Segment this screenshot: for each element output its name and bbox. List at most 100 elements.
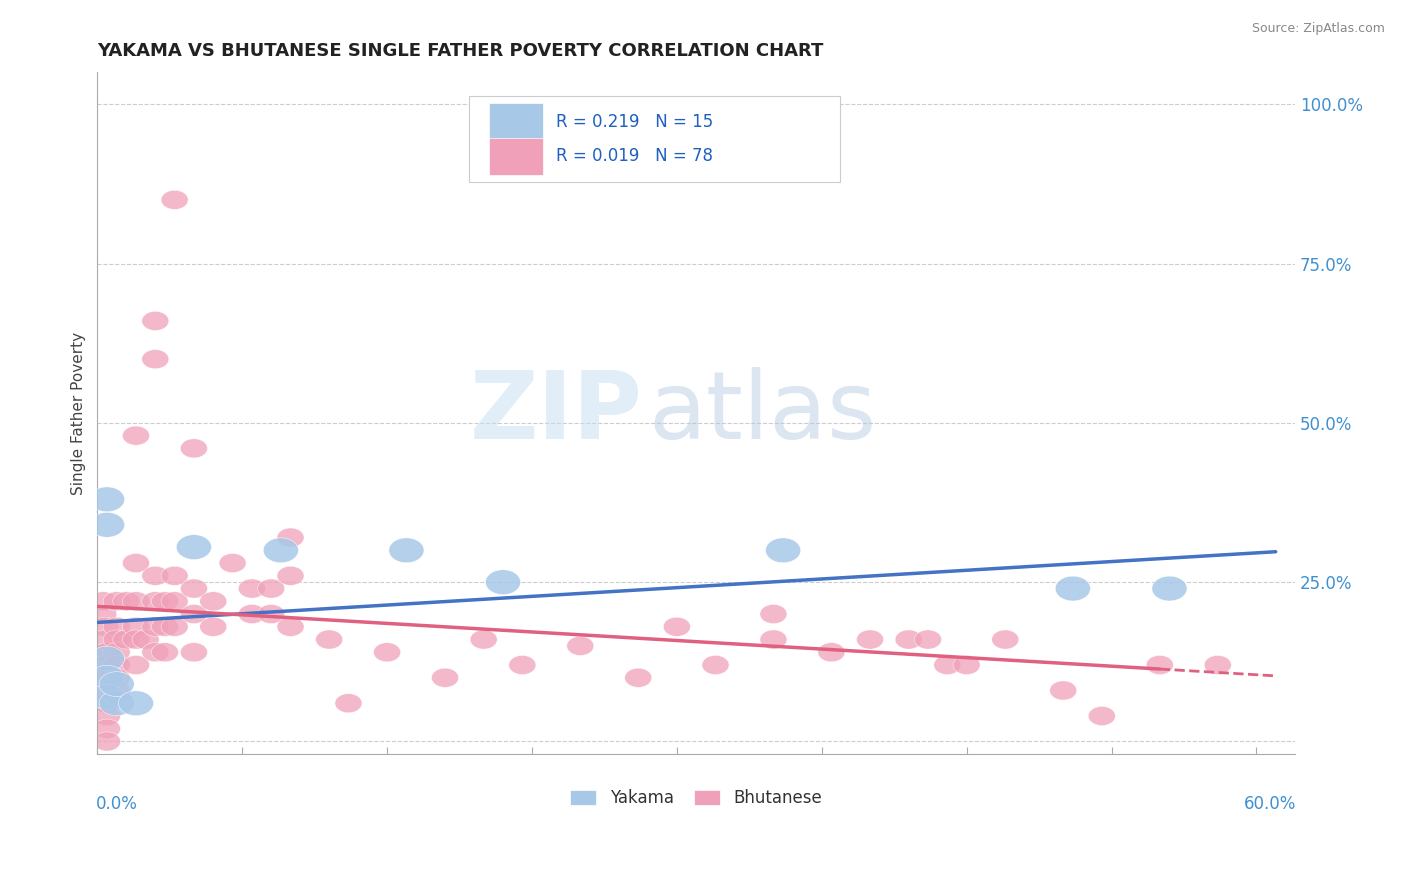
Ellipse shape (103, 656, 131, 674)
Ellipse shape (103, 681, 131, 700)
Ellipse shape (432, 668, 458, 688)
Ellipse shape (277, 617, 304, 636)
Ellipse shape (765, 538, 800, 563)
Ellipse shape (93, 668, 121, 688)
Ellipse shape (112, 630, 139, 649)
Ellipse shape (122, 554, 149, 573)
Ellipse shape (90, 605, 117, 624)
Text: atlas: atlas (648, 368, 876, 459)
Ellipse shape (818, 643, 845, 662)
Ellipse shape (374, 643, 401, 662)
Ellipse shape (132, 630, 159, 649)
Ellipse shape (122, 591, 149, 611)
Ellipse shape (93, 656, 121, 674)
Text: 0.0%: 0.0% (96, 795, 138, 814)
Ellipse shape (91, 617, 118, 636)
Ellipse shape (118, 690, 153, 715)
Ellipse shape (200, 591, 226, 611)
Ellipse shape (914, 630, 942, 649)
Ellipse shape (122, 617, 149, 636)
Ellipse shape (702, 656, 730, 674)
Ellipse shape (122, 656, 149, 674)
Ellipse shape (90, 512, 125, 537)
Ellipse shape (93, 694, 121, 713)
Ellipse shape (142, 617, 169, 636)
Ellipse shape (162, 617, 188, 636)
Ellipse shape (103, 668, 131, 688)
Ellipse shape (180, 439, 208, 458)
Ellipse shape (122, 630, 149, 649)
Ellipse shape (567, 636, 593, 656)
Ellipse shape (257, 605, 285, 624)
Text: R = 0.219   N = 15: R = 0.219 N = 15 (555, 112, 713, 130)
Ellipse shape (93, 719, 121, 739)
Text: R = 0.019   N = 78: R = 0.019 N = 78 (555, 147, 713, 165)
Ellipse shape (953, 656, 980, 674)
Ellipse shape (90, 591, 117, 611)
Ellipse shape (315, 630, 343, 649)
Ellipse shape (509, 656, 536, 674)
Ellipse shape (277, 566, 304, 585)
Ellipse shape (122, 426, 149, 445)
Ellipse shape (90, 646, 125, 671)
Ellipse shape (470, 630, 498, 649)
Ellipse shape (180, 579, 208, 599)
Ellipse shape (200, 617, 226, 636)
Ellipse shape (991, 630, 1019, 649)
Ellipse shape (152, 617, 179, 636)
Ellipse shape (180, 643, 208, 662)
Ellipse shape (103, 591, 131, 611)
Ellipse shape (162, 566, 188, 585)
Ellipse shape (1204, 656, 1232, 674)
Ellipse shape (759, 630, 787, 649)
Ellipse shape (103, 630, 131, 649)
Y-axis label: Single Father Poverty: Single Father Poverty (72, 332, 86, 495)
Ellipse shape (90, 487, 125, 512)
Text: ZIP: ZIP (470, 368, 643, 459)
Ellipse shape (90, 665, 125, 690)
Ellipse shape (90, 684, 125, 709)
Ellipse shape (896, 630, 922, 649)
Ellipse shape (152, 591, 179, 611)
Ellipse shape (1056, 576, 1091, 601)
FancyBboxPatch shape (489, 103, 543, 141)
Ellipse shape (91, 630, 118, 649)
Ellipse shape (93, 643, 121, 662)
Ellipse shape (389, 538, 425, 563)
Ellipse shape (1146, 656, 1174, 674)
Ellipse shape (142, 591, 169, 611)
Ellipse shape (98, 672, 134, 697)
Ellipse shape (142, 311, 169, 330)
Ellipse shape (485, 570, 520, 595)
Ellipse shape (112, 591, 139, 611)
Ellipse shape (98, 690, 134, 715)
Ellipse shape (162, 190, 188, 210)
Ellipse shape (624, 668, 652, 688)
Ellipse shape (934, 656, 960, 674)
Ellipse shape (103, 643, 131, 662)
Ellipse shape (142, 566, 169, 585)
Ellipse shape (759, 605, 787, 624)
FancyBboxPatch shape (489, 137, 543, 175)
Text: 60.0%: 60.0% (1244, 795, 1296, 814)
Legend: Yakama, Bhutanese: Yakama, Bhutanese (564, 782, 830, 814)
Ellipse shape (162, 591, 188, 611)
Text: YAKAMA VS BHUTANESE SINGLE FATHER POVERTY CORRELATION CHART: YAKAMA VS BHUTANESE SINGLE FATHER POVERT… (97, 42, 824, 60)
Ellipse shape (263, 538, 298, 563)
Ellipse shape (1152, 576, 1187, 601)
Ellipse shape (239, 605, 266, 624)
Ellipse shape (664, 617, 690, 636)
Ellipse shape (93, 681, 121, 700)
Ellipse shape (257, 579, 285, 599)
Ellipse shape (103, 617, 131, 636)
Ellipse shape (180, 605, 208, 624)
Ellipse shape (1088, 706, 1115, 725)
Ellipse shape (142, 643, 169, 662)
Ellipse shape (277, 528, 304, 547)
Ellipse shape (856, 630, 883, 649)
Ellipse shape (335, 694, 361, 713)
Ellipse shape (93, 732, 121, 751)
Ellipse shape (176, 534, 211, 559)
Ellipse shape (93, 706, 121, 725)
Ellipse shape (142, 350, 169, 368)
